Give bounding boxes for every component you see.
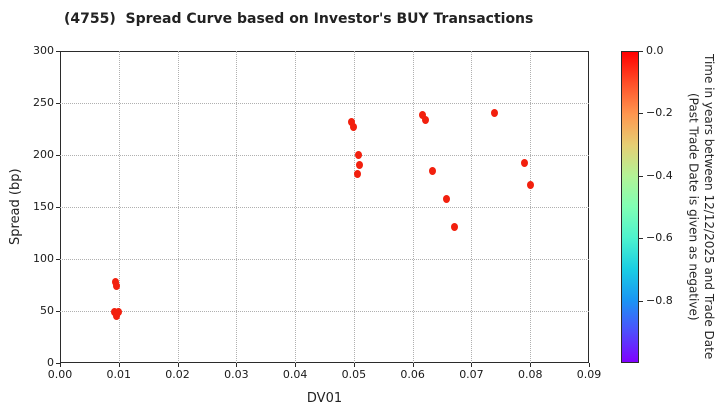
y-tick-label: 100	[33, 252, 54, 265]
colorbar-tick-mark	[639, 238, 643, 240]
data-point	[348, 117, 356, 126]
data-point	[419, 111, 427, 120]
chart-title: (4755) Spread Curve based on Investor's …	[64, 11, 534, 27]
x-tick-mark	[236, 363, 238, 367]
x-tick-label: 0.00	[47, 368, 73, 381]
x-tick-mark	[589, 363, 590, 367]
colorbar-tick-mark	[639, 175, 643, 177]
y-tick-mark	[56, 155, 60, 156]
x-tick-mark	[412, 363, 414, 367]
y-tick-mark	[56, 259, 60, 260]
data-point	[451, 222, 459, 231]
data-point	[353, 169, 361, 178]
colorbar-label: Time in years between 12/12/2025 and Tra…	[686, 54, 717, 360]
x-tick-label: 0.02	[165, 368, 190, 381]
y-gridline	[60, 259, 589, 260]
data-point	[355, 161, 363, 170]
y-gridline	[60, 207, 589, 208]
data-point	[112, 282, 120, 291]
x-tick-label: 0.05	[341, 368, 367, 381]
x-tick-label: 0.06	[400, 368, 425, 381]
y-tick-label: 250	[33, 96, 54, 109]
y-axis-label: Spread (bp)	[8, 168, 23, 246]
y-gridline	[60, 155, 589, 156]
y-gridline	[60, 103, 589, 104]
y-tick-mark	[56, 363, 60, 364]
data-point	[491, 109, 499, 118]
data-point	[429, 166, 437, 175]
x-tick-label: 0.03	[224, 368, 249, 381]
y-tick-label: 0	[47, 356, 54, 369]
x-tick-mark	[177, 363, 179, 367]
x-tick-label: 0.04	[282, 368, 308, 381]
y-tick-mark	[56, 103, 60, 104]
colorbar-tick-mark	[639, 113, 643, 115]
y-tick-mark	[56, 207, 60, 208]
x-tick-mark	[471, 363, 473, 367]
x-tick-mark	[353, 363, 355, 367]
colorbar-tick-label: −0.8	[646, 293, 673, 307]
x-tick-label: 0.08	[517, 368, 543, 381]
colorbar-tick-label: −0.4	[646, 168, 673, 182]
x-tick-label: 0.07	[459, 368, 484, 381]
data-point	[520, 159, 528, 168]
data-point	[421, 115, 429, 124]
colorbar-gradient	[621, 51, 639, 363]
x-tick-mark	[295, 363, 297, 367]
x-tick-label: 0.09	[576, 368, 602, 381]
y-tick-mark	[56, 51, 60, 52]
y-tick-mark	[56, 311, 60, 312]
x-tick-label: 0.01	[106, 368, 132, 381]
data-point	[112, 277, 120, 286]
x-tick-mark	[530, 363, 532, 367]
y-tick-label: 200	[33, 148, 54, 161]
y-tick-label: 150	[33, 200, 54, 213]
colorbar-tick-label: 0.0	[646, 44, 664, 57]
x-axis-label: DV01	[306, 391, 343, 406]
colorbar-tick-mark	[639, 51, 643, 52]
y-tick-label: 300	[33, 44, 54, 57]
data-point	[112, 311, 120, 320]
colorbar-tick-mark	[639, 300, 643, 302]
y-gridline	[60, 311, 589, 312]
y-tick-label: 50	[40, 304, 54, 317]
colorbar-tick-label: −0.2	[646, 106, 673, 120]
data-point	[111, 307, 119, 316]
data-point	[349, 122, 357, 131]
data-point	[442, 194, 450, 203]
data-point	[527, 181, 535, 190]
data-point	[355, 151, 363, 159]
x-tick-mark	[118, 363, 120, 367]
x-tick-mark	[60, 363, 61, 367]
colorbar-tick-label: −0.6	[646, 231, 673, 245]
